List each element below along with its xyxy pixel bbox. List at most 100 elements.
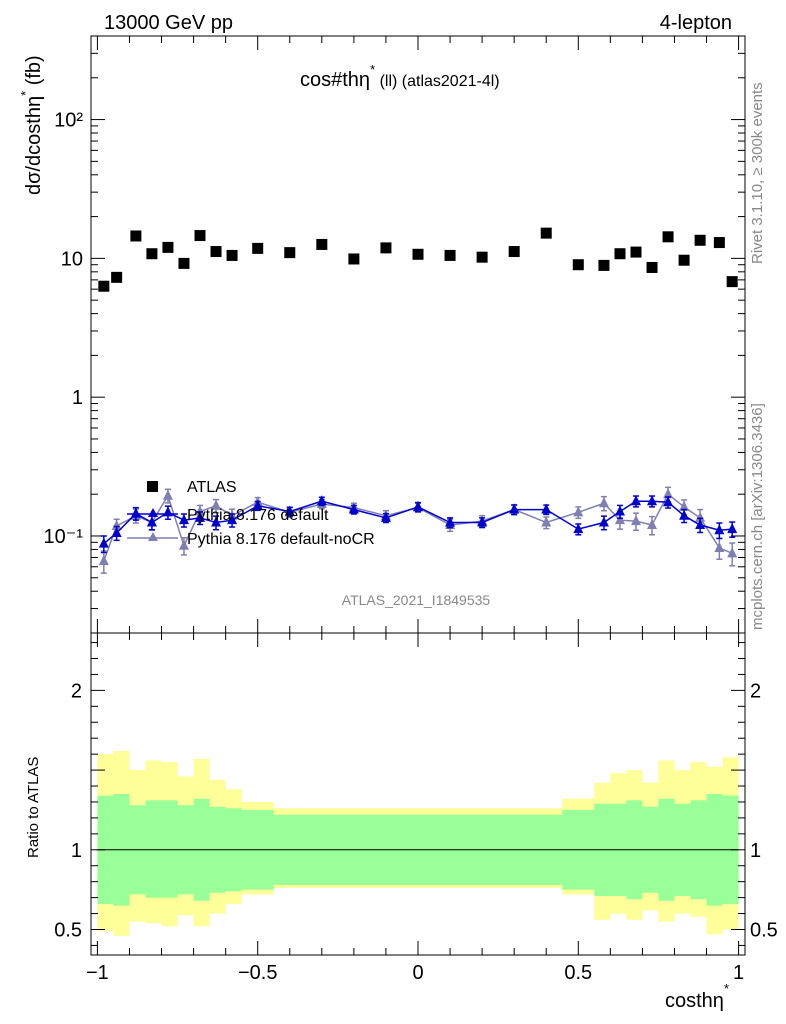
data-point-nocr	[679, 500, 690, 511]
data-point-nocr	[631, 515, 641, 526]
data-point-nocr	[614, 514, 625, 525]
data-point-nocr	[695, 511, 706, 522]
ratio-y-tick-label-left: 1	[71, 840, 82, 862]
x-axis-label: costhη*	[665, 981, 729, 1012]
data-point-atlas	[162, 241, 174, 253]
data-point-default	[130, 507, 141, 518]
rivet-label: Rivet 3.1.10, ≥ 300k events	[749, 82, 766, 264]
main-axes: 10⁻¹ 1 10 10²	[44, 35, 745, 634]
data-point-nocr	[598, 497, 609, 508]
x-tick-label: 0.5	[564, 962, 592, 984]
data-point-nocr	[714, 541, 725, 552]
data-point-atlas	[284, 247, 296, 259]
data-point-default	[647, 495, 658, 506]
y-tick-label: 1	[72, 387, 83, 409]
data-point-atlas	[348, 253, 360, 265]
data-point-default	[727, 523, 738, 534]
x-tick-label: −1	[86, 962, 109, 984]
data-point-atlas	[678, 254, 690, 266]
data-point-atlas	[98, 280, 110, 292]
legend-marker-atlas	[147, 481, 158, 492]
data-point-atlas	[540, 227, 552, 239]
y-axis-label: dσ/dcosthη* (fb)	[18, 55, 45, 195]
plot-title: cos#thη* (ll) (atlas2021-4l)	[300, 62, 500, 91]
title-rest: (ll) (atlas2021-4l)	[375, 73, 499, 90]
data-point-default	[316, 495, 327, 506]
legend: ATLAS Pythia 8.176 default Pythia 8.176 …	[127, 479, 375, 548]
data-point-atlas	[713, 237, 725, 249]
data-point-atlas	[662, 231, 674, 243]
ratio-y-tick-label-right: 1	[750, 840, 761, 862]
data-point-atlas	[726, 276, 738, 288]
data-point-atlas	[444, 249, 456, 261]
mcplots-label: mcplots.cern.ch [arXiv:1306.3436]	[749, 403, 766, 630]
ratio-y-tick-label-right: 0.5	[750, 919, 778, 941]
data-point-atlas	[412, 248, 424, 260]
data-point-default	[380, 511, 391, 522]
ratio-y-tick-label-right: 2	[750, 680, 761, 702]
data-point-atlas	[111, 271, 123, 283]
data-point-default	[413, 500, 423, 511]
legend-label-default: Pythia 8.176 default	[187, 507, 329, 524]
data-point-nocr	[111, 520, 122, 531]
data-point-atlas	[694, 234, 706, 246]
data-point-nocr	[663, 488, 674, 499]
legend-label-nocr: Pythia 8.176 default-noCR	[187, 531, 375, 548]
data-point-atlas	[572, 259, 584, 271]
legend-marker-default	[148, 508, 158, 517]
data-point-default	[284, 505, 295, 516]
x-tick-label: 1	[733, 962, 744, 984]
header-right: 4-lepton	[660, 12, 732, 34]
data-point-nocr	[195, 505, 205, 516]
data-point-nocr	[727, 547, 738, 558]
data-point-default	[614, 505, 625, 516]
data-point-nocr	[541, 516, 552, 527]
data-point-default	[631, 495, 641, 506]
data-point-atlas	[130, 230, 142, 242]
data-point-nocr	[162, 489, 173, 500]
title-star: *	[370, 62, 375, 77]
ratio-y-label: Ratio to ATLAS	[25, 757, 42, 858]
ratio-y-tick-label-left: 0.5	[54, 919, 82, 941]
y-tick-label: 10	[61, 248, 83, 270]
data-point-default	[98, 537, 109, 548]
data-point-default	[227, 514, 238, 525]
ylabel-star: *	[18, 91, 33, 96]
x-tick-label: 0	[412, 962, 423, 984]
data-point-default	[541, 503, 552, 514]
ylabel-unit: (fb)	[23, 55, 45, 91]
data-point-default	[573, 523, 584, 534]
data-point-default	[146, 516, 157, 527]
data-point-default	[509, 503, 520, 514]
data-point-atlas	[646, 261, 658, 273]
data-point-default	[195, 511, 205, 522]
legend-label-atlas: ATLAS	[187, 479, 237, 496]
data-point-default	[663, 496, 674, 507]
data-point-atlas	[316, 238, 328, 250]
data-point-atlas	[508, 246, 520, 258]
data-point-default	[598, 516, 609, 527]
ylabel-main: dσ/dcosthη	[23, 96, 45, 195]
data-point-default	[348, 503, 359, 514]
data-point-default	[714, 524, 725, 535]
data-point-atlas	[178, 257, 190, 269]
header-left: 13000 GeV pp	[104, 12, 233, 34]
legend-marker-nocr	[148, 532, 158, 541]
data-point-atlas	[630, 246, 642, 258]
analysis-watermark: ATLAS_2021_I1849535	[342, 592, 491, 608]
xlabel-main: costhη	[665, 990, 724, 1012]
data-point-nocr	[98, 555, 109, 566]
data-point-nocr	[211, 499, 222, 510]
ratio-y-tick-label-left: 2	[71, 680, 82, 702]
x-tick-label: −0.5	[238, 962, 277, 984]
y-tick-label: 10²	[54, 110, 83, 132]
data-point-default	[679, 509, 690, 520]
data-point-default	[111, 527, 122, 538]
data-point-atlas	[210, 246, 222, 258]
data-point-default	[695, 518, 706, 529]
data-point-default	[445, 516, 456, 527]
data-point-nocr	[178, 539, 189, 550]
data-point-default	[477, 516, 488, 527]
xlabel-star: *	[724, 981, 729, 996]
